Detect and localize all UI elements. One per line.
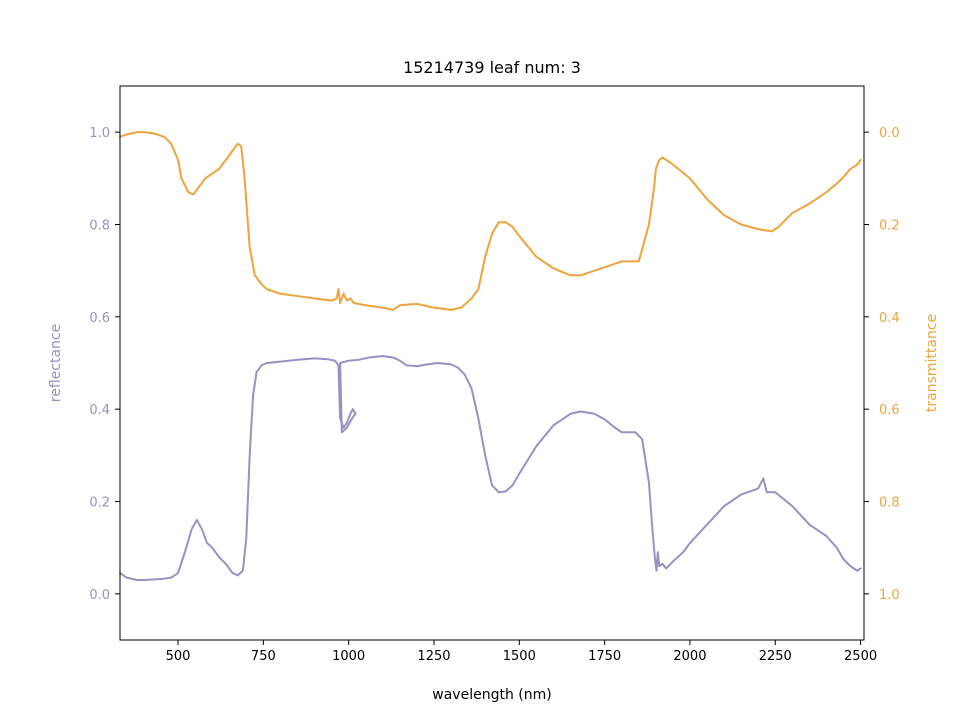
y-left-tick-label: 0.0 bbox=[89, 588, 110, 603]
y-right-tick-label: 0.2 bbox=[879, 219, 900, 234]
y-right-tick-label: 1.0 bbox=[879, 588, 900, 603]
x-tick-label: 1000 bbox=[332, 649, 365, 664]
x-axis: 500 750 1000 1250 1500 1750 2000 2250 2500 bbox=[166, 640, 877, 664]
y-right-tick-label: 0.6 bbox=[879, 403, 900, 418]
y-left-tick-label: 0.2 bbox=[89, 496, 110, 511]
y-right-tick-label: 0.4 bbox=[879, 311, 900, 326]
reflectance-line bbox=[119, 355, 862, 581]
x-tick-label: 500 bbox=[166, 649, 191, 664]
x-tick-label: 1750 bbox=[588, 649, 621, 664]
x-tick-label: 750 bbox=[251, 649, 276, 664]
y-axis-right: 0.0 0.2 0.4 0.6 0.8 1.0 bbox=[864, 126, 900, 603]
plot-lines bbox=[119, 131, 862, 581]
y-right-tick-label: 0.0 bbox=[879, 126, 900, 141]
x-tick-label: 2500 bbox=[844, 649, 877, 664]
x-tick-label: 2000 bbox=[673, 649, 706, 664]
y-left-tick-label: 0.8 bbox=[89, 219, 110, 234]
y-left-tick-label: 0.4 bbox=[89, 403, 110, 418]
y-axis-left: 0.0 0.2 0.4 0.6 0.8 1.0 bbox=[89, 126, 120, 603]
y-left-tick-label: 1.0 bbox=[89, 126, 110, 141]
y-left-tick-label: 0.6 bbox=[89, 311, 110, 326]
x-tick-label: 1250 bbox=[417, 649, 450, 664]
x-tick-label: 2250 bbox=[759, 649, 792, 664]
y-axis-left-label: reflectance bbox=[48, 324, 64, 402]
chart-title: 15214739 leaf num: 3 bbox=[403, 58, 581, 77]
x-axis-label: wavelength (nm) bbox=[432, 687, 551, 703]
plot-frame bbox=[119, 85, 865, 641]
y-axis-right-label: transmittance bbox=[924, 314, 940, 412]
transmittance-line bbox=[119, 131, 862, 311]
x-tick-label: 1500 bbox=[503, 649, 536, 664]
y-right-tick-label: 0.8 bbox=[879, 496, 900, 511]
